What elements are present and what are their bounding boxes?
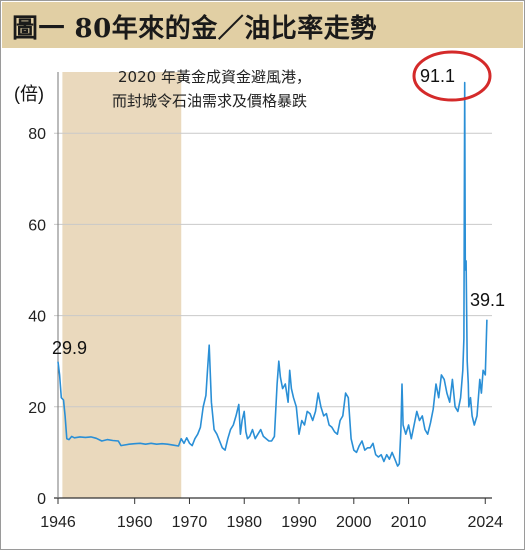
ratio-series-line <box>57 81 488 467</box>
annotation-line-2: 而封城令石油需求及價格暴跌 <box>112 92 307 110</box>
y-tick-label-60: 60 <box>28 217 46 234</box>
peak-highlight-circle <box>412 50 492 102</box>
y-axis-label: (倍) <box>14 84 44 104</box>
x-axis <box>54 72 492 499</box>
y-tick-label-80: 80 <box>28 126 46 143</box>
y-tick-label-20: 20 <box>28 400 46 417</box>
gridlines <box>54 132 492 408</box>
end-value-label: 39.1 <box>470 290 505 310</box>
y-axis-ticks: 0 20 40 60 80 <box>28 126 46 508</box>
title-bar: 圖一 80年來的金／油比率走勢 <box>2 2 523 48</box>
x-tick-label-1960: 1960 <box>117 514 153 531</box>
x-tick-label-1946: 1946 <box>40 514 76 531</box>
y-tick-label-0: 0 <box>37 491 46 508</box>
x-tick-label-1970: 1970 <box>172 514 208 531</box>
peak-value-label: 91.1 <box>420 66 455 86</box>
x-tick-label-2024: 2024 <box>467 514 503 531</box>
y-tick-label-40: 40 <box>28 309 46 326</box>
x-tick-label-2000: 2000 <box>336 514 372 531</box>
x-tick-label-2010: 2010 <box>391 514 427 531</box>
x-axis-ticks: 1946 1960 1970 1980 1990 2000 2010 2024 <box>40 498 503 531</box>
annotation-line-1: 2020 年黃金成資金避風港， <box>118 68 311 86</box>
x-tick-label-1980: 1980 <box>226 514 262 531</box>
x-tick-label-1990: 1990 <box>281 514 317 531</box>
shaded-period-band <box>62 72 182 498</box>
start-value-label: 29.9 <box>52 338 87 358</box>
chart-title: 圖一 80年來的金／油比率走勢 <box>12 14 377 44</box>
